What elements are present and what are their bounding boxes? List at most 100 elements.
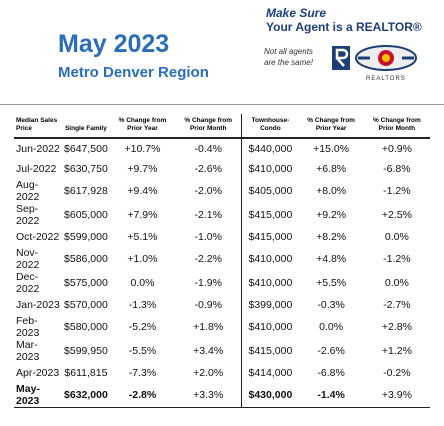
table-cell: Aug-2022 <box>16 179 40 203</box>
table-cell: -2.6% <box>194 163 222 175</box>
table-cell: -7.3% <box>128 367 157 379</box>
table-cell: Mar-2023 <box>16 339 40 363</box>
table-cell: $399,000 <box>241 295 299 315</box>
column-header: % Change from Prior Month <box>363 114 430 139</box>
table-cell: -2.7% <box>383 299 411 311</box>
table-row: Mar-2023 $599,950 -5.5% +3.4% $415,000 -2.6% +… <box>14 339 430 363</box>
table-cell: 0.0% <box>130 277 155 289</box>
price-table: Median Sales Price Single Family% Change … <box>14 114 430 408</box>
table-cell: $415,000 <box>241 203 299 227</box>
table-cell: +1.2% <box>381 345 412 357</box>
table-cell: +1.8% <box>193 321 224 333</box>
column-header: % Change from Prior Month <box>175 114 242 139</box>
table-cell: -1.4% <box>298 383 364 408</box>
logo-tagline: Not all agents are the same! <box>264 47 313 67</box>
column-header: % Change from Prior Year <box>298 114 364 139</box>
table-cell: $632,000 <box>62 383 110 408</box>
table-cell: $440,000 <box>241 138 299 159</box>
table-cell: +8.0% <box>316 185 347 197</box>
table-cell: +3.4% <box>193 345 224 357</box>
table-cell: +0.9% <box>381 143 412 155</box>
table-row: Dec-2022 $575,000 0.0% -1.9% $410,000 +5.5% 0.… <box>14 271 430 295</box>
table-cell: $630,750 <box>64 163 108 175</box>
table-row: Nov-2022 $586,000 +1.0% -2.2% $410,000 +4.8% -… <box>14 247 430 271</box>
table-cell: $415,000 <box>241 227 299 247</box>
table-cell: +2.8% <box>381 321 412 333</box>
column-header: Townhouse-Condo <box>241 114 299 139</box>
subtitle: Metro Denver Region <box>58 64 209 81</box>
table-cell: $617,928 <box>64 185 108 197</box>
logo-graphic <box>332 45 417 71</box>
table-row: Jul-2022 $630,750 +9.7% -2.6% $410,000 +6.8% -… <box>14 159 430 179</box>
table-cell: -1.3% <box>128 299 157 311</box>
table-cell: +5.5% <box>316 277 347 289</box>
table-cell: +15.0% <box>313 143 350 155</box>
table-cell: $647,500 <box>64 143 108 155</box>
table-cell: +3.9% <box>363 383 430 408</box>
table-cell: -6.8% <box>383 163 411 175</box>
table-cell: -0.4% <box>194 143 222 155</box>
table-cell: $410,000 <box>241 159 299 179</box>
table-cell: +9.4% <box>127 185 158 197</box>
table-cell: +9.7% <box>127 163 158 175</box>
table-cell: +2.0% <box>193 367 224 379</box>
table-cell: 0.0% <box>384 231 409 243</box>
table-cell: $580,000 <box>64 321 108 333</box>
table-cell: $570,000 <box>64 299 108 311</box>
logo-line: Make Sure <box>266 6 327 20</box>
table-cell: +9.2% <box>316 209 347 221</box>
table-cell: Sep-2022 <box>16 203 40 227</box>
table-cell: Nov-2022 <box>16 247 40 271</box>
table-cell: +10.7% <box>124 143 161 155</box>
table-row: May-2023 $632,000 -2.8% +3.3% $430,000 -1.4% +… <box>14 383 430 408</box>
table-cell: +1.0% <box>127 253 158 265</box>
table-cell: -0.2% <box>383 367 411 379</box>
table-cell: -2.6% <box>317 345 345 357</box>
table-cell: +8.2% <box>316 231 347 243</box>
table-cell: -2.0% <box>194 185 222 197</box>
table-cell: $410,000 <box>241 315 299 339</box>
table-cell: $415,000 <box>241 339 299 363</box>
table-body: Jun-2022 $647,500 +10.7% -0.4% $440,000 +15.0… <box>14 138 430 408</box>
table-cell: Jul-2022 <box>16 163 57 175</box>
table-cell: Jun-2022 <box>16 143 60 155</box>
table-cell: +3.3% <box>175 383 242 408</box>
table-cell: $414,000 <box>241 363 299 383</box>
table-cell: -1.0% <box>194 231 222 243</box>
table-cell: -1.2% <box>383 253 411 265</box>
table-cell: $430,000 <box>241 383 299 408</box>
table-cell: $605,000 <box>64 209 108 221</box>
table-cell: -0.3% <box>317 299 345 311</box>
table-cell: $410,000 <box>241 247 299 271</box>
header-row: Median Sales Price Single Family% Change … <box>14 114 430 139</box>
table-cell: $611,815 <box>64 367 108 379</box>
logo-mark: REALTORS <box>366 76 406 82</box>
table-cell: $599,000 <box>64 231 108 243</box>
table-row: Sep-2022 $605,000 +7.9% -2.1% $415,000 +9.2% +… <box>14 203 430 227</box>
table-cell: -2.8% <box>109 383 176 408</box>
column-header: Single Family <box>62 114 110 139</box>
table-cell: +2.5% <box>381 209 412 221</box>
table-cell: +4.8% <box>316 253 347 265</box>
table-cell: Jan-2023 <box>16 299 60 311</box>
table-cell: -1.2% <box>383 185 411 197</box>
table-cell: -5.2% <box>128 321 157 333</box>
table-row: Jan-2023 $570,000 -1.3% -0.9% $399,000 -0.3% -… <box>14 295 430 315</box>
table-cell: +6.8% <box>316 163 347 175</box>
table-cell: -5.5% <box>128 345 157 357</box>
table-cell: May-2023 <box>14 383 63 408</box>
table-cell: 0.0% <box>384 277 409 289</box>
table-cell: Apr-2023 <box>16 367 60 379</box>
column-header: Median Sales Price <box>14 114 63 139</box>
table-row: Feb-2023 $580,000 -5.2% +1.8% $410,000 0.0% +2… <box>14 315 430 339</box>
table-cell: 0.0% <box>319 321 344 333</box>
table-cell: -2.1% <box>194 209 222 221</box>
table-row: Oct-2022 $599,000 +5.1% -1.0% $415,000 +8.2% 0… <box>14 227 430 247</box>
logo-line: Your Agent is a REALTOR® <box>266 20 422 34</box>
title: May 2023 <box>58 30 170 58</box>
column-header: % Change from Prior Year <box>109 114 176 139</box>
table-cell: +5.1% <box>127 231 158 243</box>
table-cell: +7.9% <box>127 209 158 221</box>
table-cell: -1.9% <box>194 277 222 289</box>
